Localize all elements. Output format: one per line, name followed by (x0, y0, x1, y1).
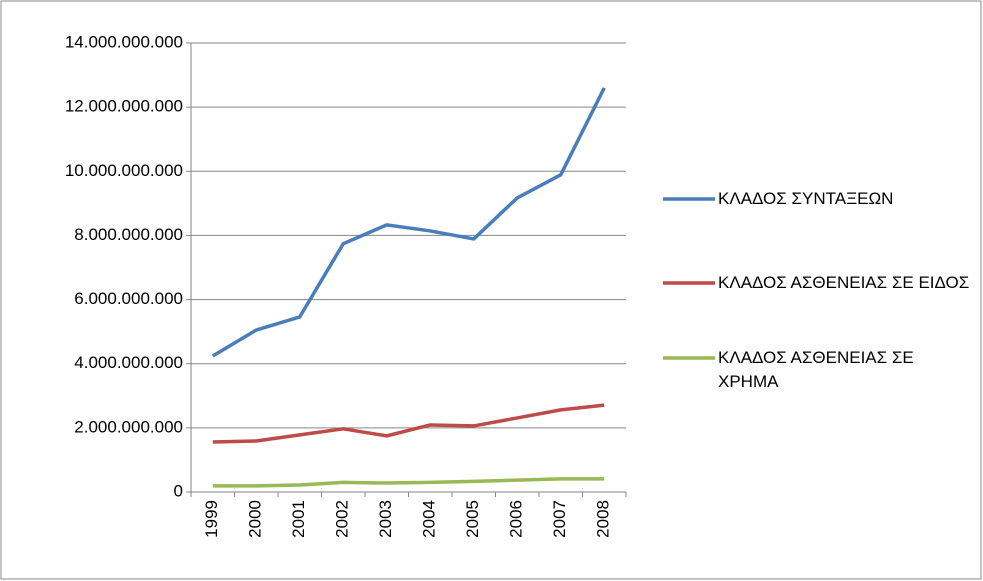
legend-label: ΚΛΑΔΟΣ ΑΣΘΕΝΕΙΑΣ ΣΕ ΕΙΔΟΣ (718, 273, 970, 292)
y-tick-label: 2.000.000.000 (74, 417, 183, 436)
series-line (212, 403, 605, 444)
y-tick-label: 8.000.000.000 (74, 225, 183, 244)
x-tick-label: 2002 (333, 500, 352, 538)
x-tick-label: 2001 (289, 500, 308, 538)
y-tick-label: 0 (174, 481, 183, 500)
series-line (211, 87, 606, 358)
legend-label: ΚΛΑΔΟΣ ΑΣΘΕΝΕΙΑΣ ΣΕ ΧΡΗΜΑ (718, 348, 914, 391)
x-tick-label: 2000 (246, 500, 265, 538)
x-tick-label: 2006 (507, 500, 526, 538)
series-line (212, 477, 605, 488)
x-tick-label: 1999 (202, 500, 221, 538)
x-tick-label: 2003 (376, 500, 395, 538)
y-tick-label: 6.000.000.000 (74, 289, 183, 308)
y-tick-label: 4.000.000.000 (74, 353, 183, 372)
x-tick-label: 2005 (463, 500, 482, 538)
y-tick-label: 14.000.000.000 (65, 32, 183, 51)
y-tick-label: 10.000.000.000 (65, 161, 183, 180)
x-tick-label: 2007 (550, 500, 569, 538)
x-tick-label: 2008 (594, 500, 613, 538)
legend-label: ΚΛΑΔΟΣ ΣΥΝΤΑΞΕΩΝ (718, 189, 894, 208)
x-tick-label: 2004 (420, 500, 439, 538)
y-tick-label: 12.000.000.000 (65, 97, 183, 116)
